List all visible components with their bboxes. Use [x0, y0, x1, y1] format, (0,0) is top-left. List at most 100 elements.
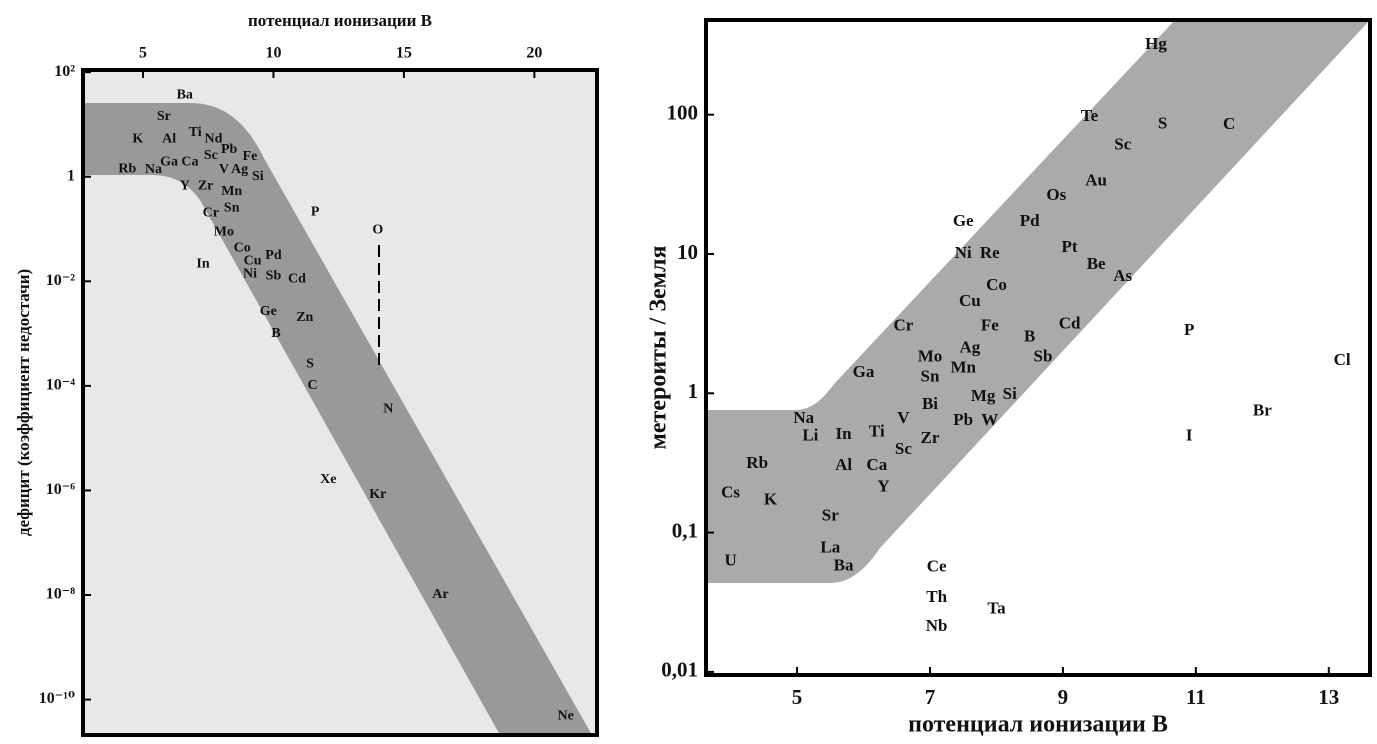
- element-point: B: [271, 326, 280, 341]
- y-tick-label: 10: [677, 240, 698, 264]
- y-tick-label: 0,01: [661, 658, 698, 682]
- element-point: Sn: [224, 200, 240, 215]
- element-point: Ni: [955, 243, 972, 262]
- element-point: Nd: [205, 132, 223, 147]
- element-point: Ti: [189, 125, 202, 140]
- element-point: Pb: [221, 142, 238, 157]
- element-point: Sb: [266, 268, 282, 283]
- y-axis-label: дефицит (коэффициент недостачи): [14, 269, 33, 536]
- element-point: Zr: [198, 179, 214, 194]
- element-point: Ca: [181, 154, 198, 169]
- element-point: Fe: [243, 149, 258, 164]
- element-point: Na: [793, 408, 814, 427]
- y-tick-label: 10²: [54, 63, 75, 80]
- y-tick-label: 10⁻²: [46, 272, 75, 289]
- element-point: Mg: [971, 386, 996, 405]
- element-point: Mn: [221, 184, 242, 199]
- element-point: Sr: [822, 506, 839, 525]
- element-point: Ga: [160, 154, 178, 169]
- x-tick-label: 7: [925, 685, 936, 709]
- plot-frame: [704, 18, 1372, 677]
- element-point: Be: [1087, 254, 1106, 273]
- element-point: Si: [1003, 384, 1017, 403]
- element-point: P: [311, 204, 320, 219]
- x-tick-label: 20: [526, 45, 542, 62]
- element-point: Ge: [260, 304, 277, 319]
- element-point: Ne: [558, 708, 574, 723]
- element-point: V: [897, 408, 910, 427]
- element-point: Ca: [866, 455, 887, 474]
- element-point: Ba: [177, 88, 193, 103]
- element-point: Rb: [118, 161, 136, 176]
- element-point: Th: [926, 587, 947, 606]
- element-point: Co: [234, 240, 251, 255]
- element-point: Sc: [1114, 134, 1131, 153]
- plot-frame: [81, 68, 599, 737]
- element-point: Ge: [953, 211, 974, 230]
- element-point: C: [1223, 114, 1235, 133]
- element-point: Si: [252, 169, 264, 184]
- element-point: Cl: [1334, 350, 1351, 369]
- element-point: Cr: [893, 316, 913, 335]
- element-point: Pb: [953, 410, 973, 429]
- charts: 5 10 15 20 10² 1 10⁻² 10⁻⁴ 10⁻⁶ 10⁻⁸ 10⁻¹⁰ потенциа…: [14, 11, 1372, 738]
- y-tick-label: 1: [67, 167, 75, 184]
- element-point: C: [308, 378, 318, 393]
- element-point: Hg: [1145, 34, 1167, 53]
- element-point: Sr: [157, 109, 171, 124]
- element-point: P: [1184, 320, 1194, 339]
- element-point: S: [306, 356, 314, 371]
- element-point: V: [219, 162, 229, 177]
- x-tick-label: 15: [396, 45, 412, 62]
- element-point: Ni: [243, 267, 257, 282]
- y-tick-label: 10⁻⁴: [46, 377, 75, 394]
- element-point: I: [1186, 425, 1193, 444]
- element-point: Cu: [244, 254, 262, 269]
- y-tick-label: 10⁻⁸: [46, 586, 75, 603]
- element-point: Mn: [950, 358, 976, 377]
- element-point: Nb: [926, 616, 948, 635]
- x-tick-label: 5: [139, 45, 147, 62]
- element-point: Li: [802, 425, 818, 444]
- element-point: Zr: [921, 428, 940, 447]
- element-point: Te: [1081, 106, 1099, 125]
- x-tick-label: 11: [1186, 685, 1206, 709]
- element-point: La: [820, 537, 840, 556]
- y-axis-label: метероиты / Земля: [646, 246, 672, 450]
- element-point: Zn: [296, 310, 313, 325]
- x-axis-label: потенциал ионизации В: [908, 712, 1168, 738]
- element-point: Cs: [721, 483, 740, 502]
- element-point: Y: [877, 477, 889, 496]
- element-point: Sc: [895, 439, 912, 458]
- element-point: Ag: [959, 337, 980, 356]
- element-point: Kr: [369, 487, 386, 502]
- x-axis-label: потенциал ионизации В: [248, 11, 432, 30]
- x-tick-label: 9: [1058, 685, 1069, 709]
- y-tick-label: 1: [688, 379, 699, 403]
- right-band: [706, 20, 1370, 583]
- element-point: In: [196, 257, 209, 272]
- element-point: W: [981, 410, 998, 429]
- element-point: Ti: [869, 422, 885, 441]
- element-point: As: [1113, 266, 1132, 285]
- element-point: Pd: [1020, 211, 1040, 230]
- element-point: Rb: [746, 453, 768, 472]
- element-point: B: [1024, 327, 1035, 346]
- element-point: Co: [986, 275, 1007, 294]
- y-tick-label: 10⁻¹⁰: [39, 690, 75, 707]
- element-point: Os: [1046, 185, 1066, 204]
- element-point: S: [1158, 113, 1167, 132]
- element-point: Fe: [981, 316, 999, 335]
- element-point: Cd: [1059, 314, 1081, 333]
- x-tick-label: 13: [1318, 685, 1339, 709]
- element-point: Cu: [959, 291, 981, 310]
- element-point: Au: [1085, 171, 1107, 190]
- y-tick-label: 10⁻⁶: [46, 481, 75, 498]
- element-point: Pt: [1062, 237, 1078, 256]
- element-point: K: [132, 132, 143, 147]
- element-point: Br: [1253, 400, 1272, 419]
- x-tick-label: 10: [265, 45, 281, 62]
- element-point: Ag: [231, 162, 248, 177]
- element-point: K: [764, 489, 778, 508]
- element-point: Ce: [927, 557, 947, 576]
